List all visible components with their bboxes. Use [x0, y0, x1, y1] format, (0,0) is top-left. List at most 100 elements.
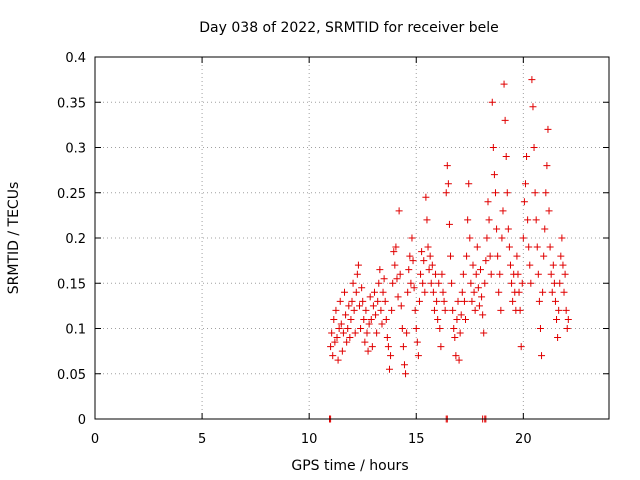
data-point [367, 315, 375, 323]
data-point [508, 279, 516, 287]
data-point [475, 302, 483, 310]
plot-frame [94, 56, 610, 420]
data-point [539, 288, 547, 296]
y-tick-label: 0.35 [57, 96, 86, 111]
data-point [403, 329, 411, 337]
data-point [360, 315, 368, 323]
data-point [350, 306, 358, 314]
data-point [336, 297, 344, 305]
data-point [482, 257, 490, 265]
data-point [344, 325, 352, 332]
data-point [535, 297, 543, 305]
data-point [349, 279, 357, 287]
data-point [509, 297, 517, 305]
data-point [405, 266, 413, 274]
data-point [438, 270, 446, 278]
y-tick-label: 0 [78, 413, 86, 428]
data-point [434, 315, 442, 323]
data-point [422, 193, 430, 201]
data-point [479, 311, 487, 319]
data-point [383, 334, 391, 342]
data-point [449, 306, 457, 314]
data-point [503, 189, 511, 197]
data-point [415, 297, 423, 305]
data-point [365, 320, 373, 328]
data-point [394, 293, 402, 301]
data-point [395, 207, 403, 215]
data-point [455, 356, 463, 364]
y-tick-label: 0.2 [65, 232, 86, 247]
data-point [546, 243, 554, 251]
data-point [425, 266, 433, 274]
data-point [412, 325, 420, 332]
data-point [333, 334, 341, 342]
x-tick-label: 10 [301, 432, 318, 447]
data-point [516, 306, 524, 314]
data-point [418, 248, 426, 256]
data-point [486, 252, 494, 260]
data-point [551, 297, 559, 305]
data-point [363, 329, 371, 337]
data-point [391, 261, 399, 269]
data-point [368, 343, 376, 351]
data-point [532, 216, 540, 224]
data-point [358, 284, 366, 292]
data-point [500, 80, 508, 88]
data-point [526, 261, 534, 269]
x-tick-label: 20 [515, 432, 532, 447]
data-point [517, 343, 525, 351]
data-point [354, 261, 362, 269]
data-point [332, 306, 340, 314]
data-point [346, 334, 354, 342]
data-point [457, 311, 465, 319]
data-point [540, 252, 548, 260]
data-point [472, 270, 480, 278]
data-point [459, 270, 467, 278]
data-point [421, 288, 429, 296]
data-point [518, 279, 526, 287]
data-point [362, 306, 370, 314]
data-point [370, 288, 378, 296]
data-point [327, 343, 335, 351]
data-point [338, 347, 346, 355]
data-point [417, 270, 425, 278]
x-tick-label: 0 [91, 432, 99, 447]
data-point [506, 261, 514, 269]
data-point [545, 207, 553, 215]
data-point [523, 153, 531, 161]
y-axis-label: SRMTID / TECUs [6, 182, 22, 295]
data-point [374, 297, 382, 305]
data-point [501, 116, 509, 124]
data-point [419, 279, 427, 287]
data-point [480, 329, 488, 337]
data-point [561, 270, 569, 278]
y-tick-label: 0.05 [57, 368, 86, 383]
data-point [458, 288, 466, 296]
data-point [359, 297, 367, 305]
data-point [554, 334, 562, 342]
data-point [504, 225, 512, 233]
data-point [467, 279, 475, 287]
data-point [497, 306, 505, 314]
data-point [478, 293, 486, 301]
data-point [556, 279, 564, 287]
data-point [428, 261, 436, 269]
data-point [460, 297, 468, 305]
data-point [527, 279, 535, 287]
data-point [521, 180, 529, 188]
data-point [534, 270, 542, 278]
data-point [544, 125, 552, 133]
data-point [375, 279, 383, 287]
data-point [393, 275, 401, 283]
data-point [361, 338, 369, 346]
data-point [450, 325, 458, 332]
data-point [444, 180, 452, 188]
data-point [560, 288, 568, 296]
data-point [330, 315, 338, 323]
data-point [427, 279, 435, 287]
data-point [413, 338, 421, 346]
data-point [351, 329, 359, 337]
data-point [464, 216, 472, 224]
data-point [485, 216, 493, 224]
data-point [440, 297, 448, 305]
